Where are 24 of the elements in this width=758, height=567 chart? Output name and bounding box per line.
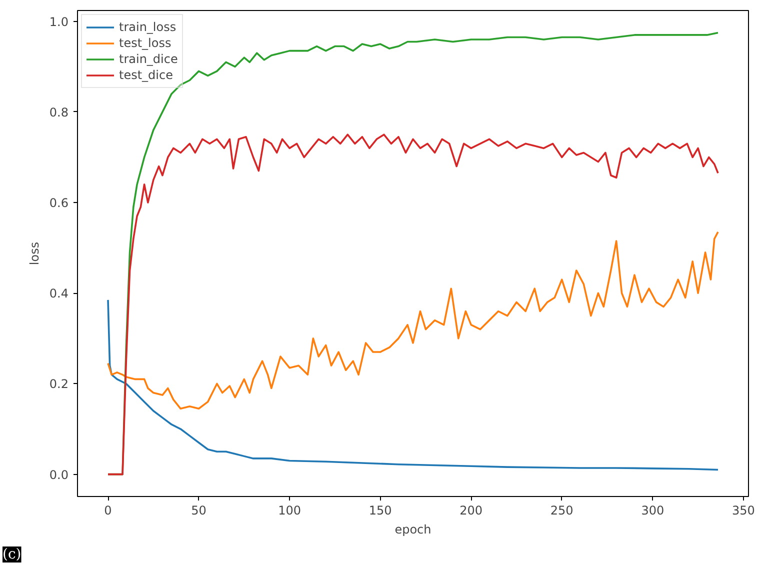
line-series — [107, 299, 719, 471]
line-series — [107, 134, 719, 476]
line-series — [107, 231, 719, 410]
x-tick-label: 300 — [641, 504, 664, 518]
legend-label: train_dice — [119, 51, 178, 67]
y-axis-title: loss — [27, 242, 42, 266]
x-tick-label: 350 — [732, 504, 755, 518]
legend-label: test_dice — [119, 67, 173, 83]
x-tick-label: 0 — [104, 504, 112, 518]
y-tick-label: 0.2 — [49, 377, 69, 392]
y-tick-label: 0.4 — [49, 286, 69, 301]
x-tick-label: 100 — [278, 504, 301, 518]
x-tick-label: 200 — [460, 504, 483, 518]
y-tick-label: 0.0 — [49, 468, 69, 482]
x-tick-label: 50 — [191, 504, 206, 518]
legend-label: train_loss — [119, 19, 176, 35]
x-axis-title: epoch — [394, 522, 432, 536]
x-tick-label: 250 — [550, 504, 574, 518]
text: (c) — [2, 546, 22, 562]
x-tick-label: 150 — [368, 504, 392, 518]
y-tick-label: 1.0 — [49, 14, 69, 29]
y-tick-label: 0.6 — [49, 196, 69, 210]
y-tick-label: 0.8 — [49, 105, 69, 120]
legend-label: test_loss — [119, 35, 172, 51]
